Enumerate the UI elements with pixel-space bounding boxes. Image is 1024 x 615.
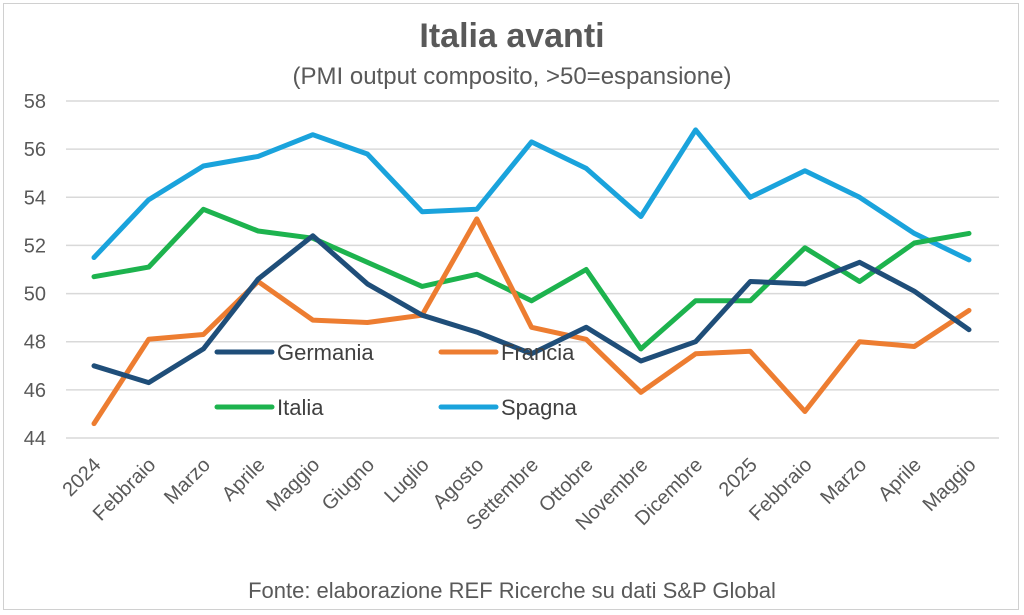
x-tick-label: 2024 [59, 454, 106, 501]
series-line-italia [91, 206, 972, 352]
x-tick-label: Giugno [318, 454, 379, 515]
legend-label-italia: Italia [277, 395, 324, 420]
y-tick-label: 58 [24, 91, 46, 113]
x-tick-label: Marzo [816, 454, 871, 509]
legend: Germania Francia Italia Spagna [214, 340, 578, 420]
y-tick-label: 52 [24, 235, 46, 257]
legend-label-francia: Francia [501, 340, 575, 365]
series-line-spagna [91, 127, 972, 263]
series-line-germania [91, 233, 972, 386]
chart-frame: Italia avanti (PMI output composito, >50… [3, 3, 1019, 610]
y-tick-label: 48 [24, 332, 46, 354]
x-tick-label: Aprile [874, 454, 926, 506]
y-tick-label: 56 [24, 139, 46, 161]
x-tick-label: Marzo [160, 454, 215, 509]
y-tick-label: 46 [24, 380, 46, 402]
gridlines [66, 100, 999, 439]
chart-title: Italia avanti [419, 17, 604, 55]
y-axis-ticks: 44 46 48 50 52 54 56 58 [24, 91, 46, 450]
x-tick-label: Maggio [919, 454, 981, 516]
chart-subtitle: (PMI output composito, >50=espansione) [293, 63, 732, 90]
x-tick-label: Luglio [380, 454, 433, 507]
x-tick-label: 2025 [715, 454, 762, 501]
x-tick-label: Aprile [218, 454, 270, 506]
chart-canvas: Italia avanti (PMI output composito, >50… [24, 17, 999, 603]
series-lines [91, 127, 972, 427]
legend-label-spagna: Spagna [501, 395, 578, 420]
legend-label-germania: Germania [277, 340, 374, 365]
y-tick-label: 50 [24, 284, 46, 306]
y-tick-label: 44 [24, 428, 46, 450]
x-tick-label: Maggio [262, 454, 324, 516]
y-tick-label: 54 [24, 187, 46, 209]
source-note: Fonte: elaborazione REF Ricerche su dati… [248, 578, 776, 603]
